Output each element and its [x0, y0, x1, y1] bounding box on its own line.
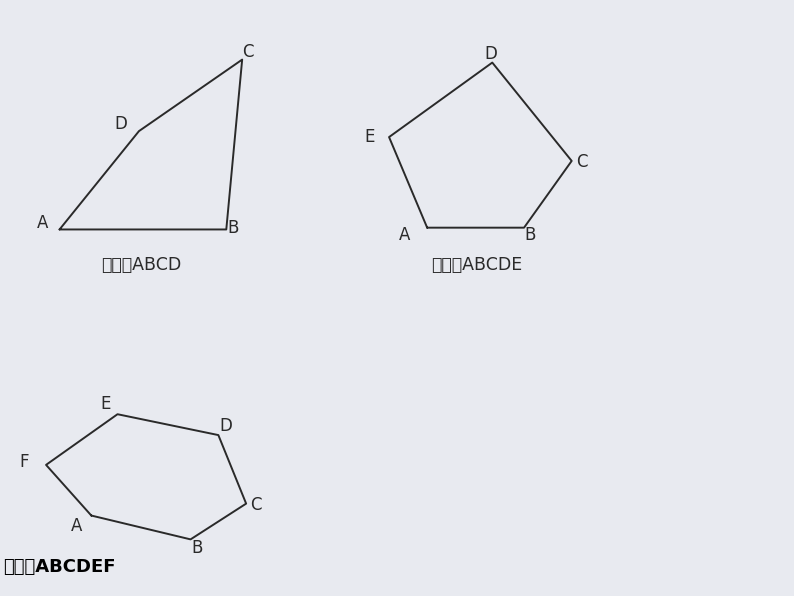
Text: C: C [242, 44, 253, 61]
Text: E: E [364, 128, 376, 146]
Text: D: D [484, 45, 497, 63]
Text: 四边形ABCD: 四边形ABCD [101, 256, 182, 274]
Text: C: C [250, 496, 261, 514]
Text: 五边形ABCDE: 五边形ABCDE [431, 256, 522, 274]
Text: B: B [191, 539, 202, 557]
Text: D: D [220, 417, 233, 435]
Text: E: E [100, 395, 111, 413]
Text: D: D [114, 115, 127, 133]
Text: C: C [576, 153, 588, 171]
Text: 六边形ABCDEF: 六边形ABCDEF [3, 558, 116, 576]
Text: B: B [525, 226, 536, 244]
Text: A: A [37, 215, 48, 232]
Text: F: F [19, 453, 29, 471]
Text: A: A [71, 517, 83, 535]
Text: A: A [399, 226, 410, 244]
Text: B: B [227, 219, 238, 237]
